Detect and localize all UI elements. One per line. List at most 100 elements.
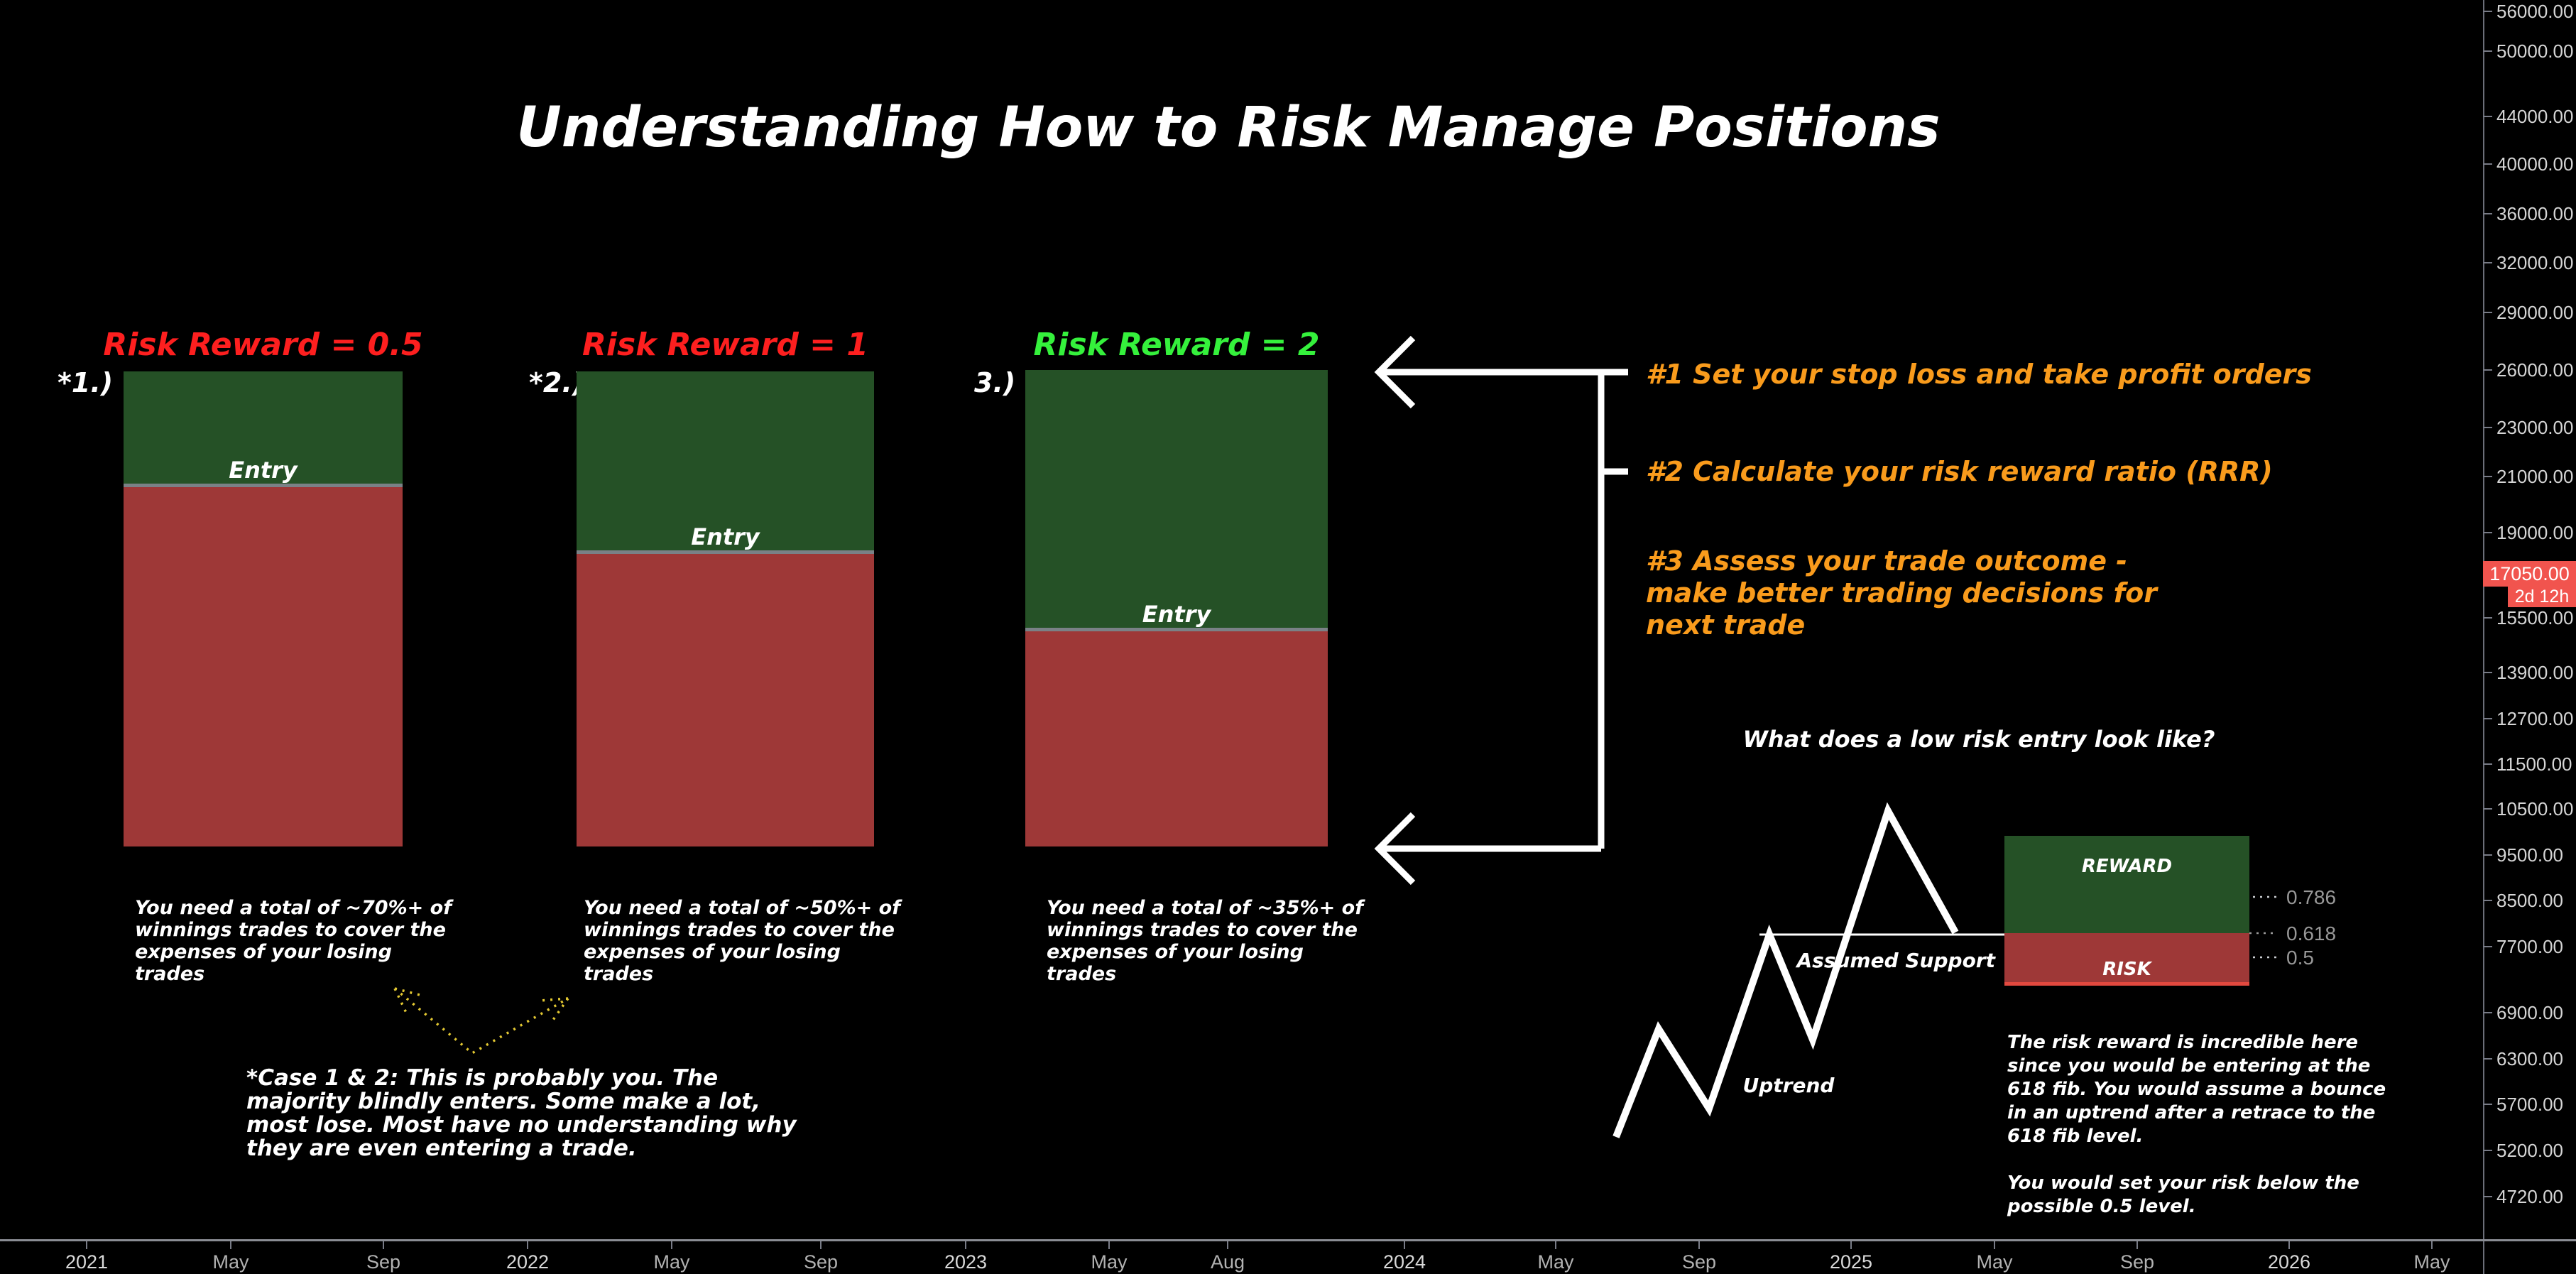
reward-zone-label: REWARD xyxy=(2081,856,2173,877)
price-tick-mark xyxy=(2483,1150,2492,1151)
time-tick-mark xyxy=(820,1241,822,1249)
assumed-support-label[interactable]: Assumed Support xyxy=(1796,949,1995,972)
price-tick-mark xyxy=(2483,946,2492,947)
scenario-index-label: 3.) xyxy=(974,367,1016,398)
checklist-item[interactable]: #1 Set your stop loss and take profit or… xyxy=(1646,359,2312,390)
time-tick-mark xyxy=(671,1241,672,1249)
risk-reward-box[interactable] xyxy=(124,371,403,846)
fib-level-label: 0.786 xyxy=(2286,886,2337,908)
case-note-text[interactable]: *Case 1 & 2: This is probably you. The m… xyxy=(246,1065,797,1161)
price-tick-label: 13900.00 xyxy=(2496,662,2574,683)
entry-line xyxy=(124,484,403,487)
time-tick-mark xyxy=(2431,1241,2433,1249)
price-tick-mark xyxy=(2483,763,2492,765)
price-tick-label: 12700.00 xyxy=(2496,708,2574,729)
price-tick-label: 5700.00 xyxy=(2496,1094,2563,1115)
price-tick-label: 36000.00 xyxy=(2496,203,2574,224)
price-tick-label: 15500.00 xyxy=(2496,607,2574,628)
price-tick-label: 5200.00 xyxy=(2496,1140,2563,1161)
price-tick-mark xyxy=(2483,1012,2492,1013)
price-tick-mark xyxy=(2483,262,2492,263)
scenario-note-text[interactable]: You need a total of ~50%+ of winnings tr… xyxy=(584,897,900,985)
price-tick-label: 21000.00 xyxy=(2496,466,2574,487)
time-tick-mark xyxy=(1698,1241,1700,1249)
scenario-note-text[interactable]: You need a total of ~35%+ of winnings tr… xyxy=(1047,897,1363,985)
price-tick-label: 6300.00 xyxy=(2496,1048,2563,1069)
scenario-title: Risk Reward = 0.5 xyxy=(103,327,423,363)
risk-reward-explanation-text[interactable]: The risk reward is incredible here since… xyxy=(2007,1032,2386,1217)
entry-line xyxy=(1025,628,1328,631)
risk-zone-box[interactable]: RISK xyxy=(2004,933,2249,986)
bracket-arrows-drawing xyxy=(1374,335,1628,886)
risk-segment xyxy=(124,485,403,846)
time-tick-mark xyxy=(527,1241,528,1249)
price-tick-mark xyxy=(2483,672,2492,673)
price-tick-label: 6900.00 xyxy=(2496,1002,2563,1023)
time-tick-label: 2026 xyxy=(2267,1251,2311,1273)
time-tick-label: Sep xyxy=(1681,1251,1717,1273)
bar-countdown-badge: 2d 12h xyxy=(2508,586,2576,607)
time-tick-mark xyxy=(2136,1241,2138,1249)
uptrend-label[interactable]: Uptrend xyxy=(1742,1074,1835,1097)
time-tick-label: May xyxy=(212,1251,249,1273)
risk-reward-box[interactable] xyxy=(1025,370,1328,846)
time-axis-separator xyxy=(0,1239,2576,1241)
price-tick-mark xyxy=(2483,1058,2492,1060)
last-price-badge: 17050.00 xyxy=(2483,561,2576,587)
fib-level-label: 0.5 xyxy=(2286,947,2314,969)
price-tick-mark xyxy=(2483,116,2492,117)
price-tick-mark xyxy=(2483,718,2492,719)
reward-zone-box[interactable]: REWARD xyxy=(2004,836,2249,933)
time-tick-mark xyxy=(2288,1241,2290,1249)
checklist-item[interactable]: #2 Calculate your risk reward ratio (RRR… xyxy=(1646,456,2273,487)
risk-reward-box[interactable] xyxy=(577,371,874,846)
price-tick-mark xyxy=(2483,476,2492,477)
price-tick-label: 10500.00 xyxy=(2496,798,2574,820)
price-tick-label: 9500.00 xyxy=(2496,844,2563,866)
low-risk-question-text[interactable]: What does a low risk entry look like? xyxy=(1742,726,2215,753)
price-tick-label: 4720.00 xyxy=(2496,1186,2563,1207)
time-tick-mark xyxy=(1108,1241,1110,1249)
price-tick-label: 56000.00 xyxy=(2496,1,2574,22)
price-tick-label: 40000.00 xyxy=(2496,153,2574,175)
time-tick-label: Sep xyxy=(803,1251,839,1273)
reward-segment xyxy=(1025,370,1328,629)
price-tick-mark xyxy=(2483,808,2492,810)
price-tick-mark xyxy=(2483,213,2492,214)
price-tick-label: 19000.00 xyxy=(2496,522,2574,543)
entry-line xyxy=(577,550,874,554)
price-tick-label: 29000.00 xyxy=(2496,302,2574,323)
price-tick-label: 23000.00 xyxy=(2496,417,2574,438)
time-tick-mark xyxy=(1227,1241,1228,1249)
price-tick-mark xyxy=(2483,900,2492,901)
reward-segment xyxy=(577,371,874,552)
checklist-item[interactable]: #3 Assess your trade outcome - make bett… xyxy=(1646,545,2158,641)
time-tick-mark xyxy=(1404,1241,1405,1249)
price-tick-label: 26000.00 xyxy=(2496,359,2574,381)
time-tick-label: 2021 xyxy=(65,1251,109,1273)
time-tick-label: Sep xyxy=(366,1251,401,1273)
price-tick-label: 11500.00 xyxy=(2496,753,2572,775)
price-tick-mark xyxy=(2483,1104,2492,1105)
time-tick-label: 2022 xyxy=(506,1251,550,1273)
time-tick-label: May xyxy=(2413,1251,2450,1273)
scenario-note-text[interactable]: You need a total of ~70%+ of winnings tr… xyxy=(135,897,452,985)
price-tick-mark xyxy=(2483,312,2492,313)
time-tick-label: 2023 xyxy=(944,1251,988,1273)
time-tick-label: Aug xyxy=(1210,1251,1245,1273)
price-tick-mark xyxy=(2483,427,2492,428)
price-tick-mark xyxy=(2483,617,2492,619)
scenario-title: Risk Reward = 2 xyxy=(1033,327,1320,363)
price-tick-mark xyxy=(2483,11,2492,12)
time-tick-label: May xyxy=(1091,1251,1128,1273)
time-tick-label: May xyxy=(653,1251,690,1273)
price-tick-label: 8500.00 xyxy=(2496,890,2563,911)
entry-label: Entry xyxy=(691,523,760,550)
reward-segment xyxy=(124,371,403,485)
time-tick-mark xyxy=(86,1241,87,1249)
price-tick-mark xyxy=(2483,369,2492,371)
time-tick-label: 2025 xyxy=(1829,1251,1873,1273)
time-tick-mark xyxy=(383,1241,384,1249)
fib-level-label: 0.618 xyxy=(2286,922,2337,944)
